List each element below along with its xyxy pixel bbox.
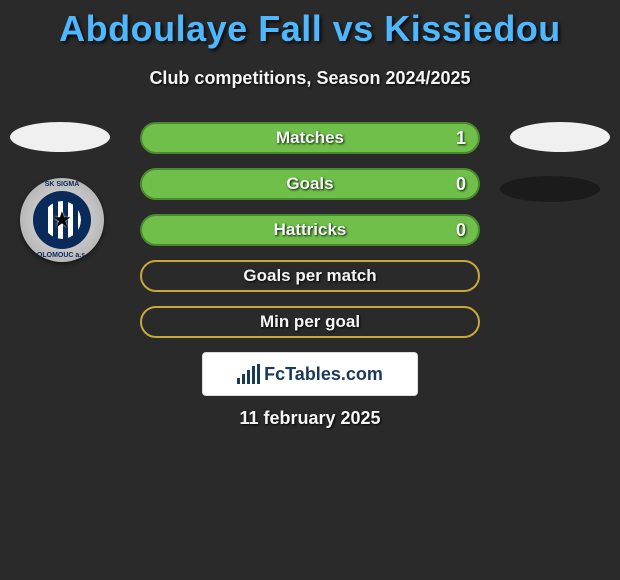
- fctables-logo: FcTables.com: [202, 352, 418, 396]
- report-date: 11 february 2025: [0, 408, 620, 429]
- bar-label: Matches: [140, 122, 480, 154]
- bar-row: Min per goal: [140, 306, 480, 338]
- badge-star-icon: ★: [52, 207, 72, 233]
- bar-row: Goals per match: [140, 260, 480, 292]
- bar-value: 1: [456, 122, 466, 154]
- bar-value: 0: [456, 168, 466, 200]
- bar-row: Goals0: [140, 168, 480, 200]
- bar-row: Hattricks0: [140, 214, 480, 246]
- player-left-avatar: [10, 122, 110, 152]
- badge-text-top: SK SIGMA: [20, 181, 104, 188]
- player-right-avatar: [510, 122, 610, 152]
- bar-row: Matches1: [140, 122, 480, 154]
- bar-label: Goals per match: [140, 260, 480, 292]
- comparison-bars: Matches1Goals0Hattricks0Goals per matchM…: [140, 122, 480, 352]
- page-title: Abdoulaye Fall vs Kissiedou: [0, 0, 620, 50]
- bar-label: Min per goal: [140, 306, 480, 338]
- bar-label: Hattricks: [140, 214, 480, 246]
- logo-bars-icon: [237, 364, 260, 384]
- logo-text: FcTables.com: [264, 364, 383, 385]
- badge-text-bottom: OLOMOUC a.s.: [20, 252, 104, 259]
- bar-value: 0: [456, 214, 466, 246]
- club-badge: SK SIGMA ★ OLOMOUC a.s.: [20, 178, 104, 262]
- page-subtitle: Club competitions, Season 2024/2025: [0, 68, 620, 89]
- bar-label: Goals: [140, 168, 480, 200]
- player-right-shadow: [500, 176, 600, 202]
